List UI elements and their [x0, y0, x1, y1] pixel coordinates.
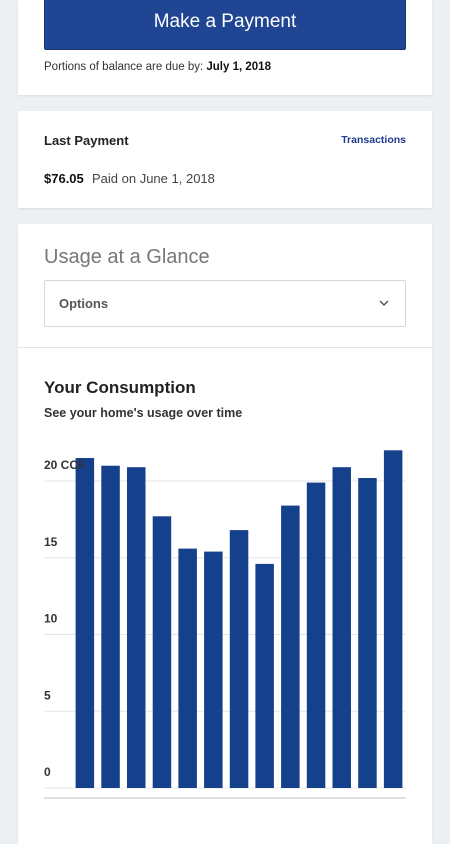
chart-bar[interactable] [101, 465, 120, 788]
consumption-title: Your Consumption [44, 378, 196, 397]
last-payment-card: Last Payment Transactions $76.05 Paid on… [18, 111, 432, 208]
consumption-subtitle: See your home's usage over time [44, 406, 243, 420]
chart-bar[interactable] [255, 563, 274, 788]
chart-bar[interactable] [383, 450, 403, 788]
section-divider [18, 347, 432, 348]
chart-bar[interactable] [178, 548, 197, 788]
options-dropdown[interactable]: Options [44, 280, 406, 327]
make-payment-button[interactable]: Make a Payment [44, 0, 406, 50]
chart-bar[interactable] [229, 530, 249, 788]
y-tick-label: 5 [44, 688, 51, 702]
chart-bar[interactable] [332, 467, 352, 788]
payment-card: Make a Payment Portions of balance are d… [18, 0, 432, 95]
y-tick-label: 15 [44, 535, 58, 549]
chevron-down-icon [379, 300, 389, 307]
chart-bar[interactable] [75, 458, 95, 788]
consumption-chart: 0 5 10 15 20 CCF [44, 450, 406, 799]
last-payment-title: Last Payment [44, 133, 129, 148]
chart-bar[interactable] [152, 516, 172, 788]
usage-card: Usage at a Glance Options Your Consumpti… [18, 224, 432, 844]
chart-bar[interactable] [204, 551, 223, 788]
chart-bar[interactable] [358, 478, 377, 788]
y-tick-label: 0 [44, 765, 51, 779]
chart-bar[interactable] [281, 505, 300, 788]
chart-bar[interactable] [306, 482, 326, 788]
usage-title: Usage at a Glance [44, 246, 210, 268]
chart-bar[interactable] [127, 467, 146, 788]
y-tick-label: 20 CCF [44, 458, 85, 472]
due-text: Portions of balance are due by: [44, 61, 204, 73]
last-payment-amount: $76.05 [44, 171, 84, 186]
y-tick-label: 10 [44, 612, 58, 626]
transactions-link[interactable]: Transactions [341, 134, 406, 146]
last-payment-date: Paid on June 1, 2018 [92, 171, 215, 186]
due-notice: Portions of balance are due by: July 1, … [44, 61, 271, 73]
due-date: July 1, 2018 [206, 61, 271, 73]
options-label: Options [59, 296, 109, 311]
